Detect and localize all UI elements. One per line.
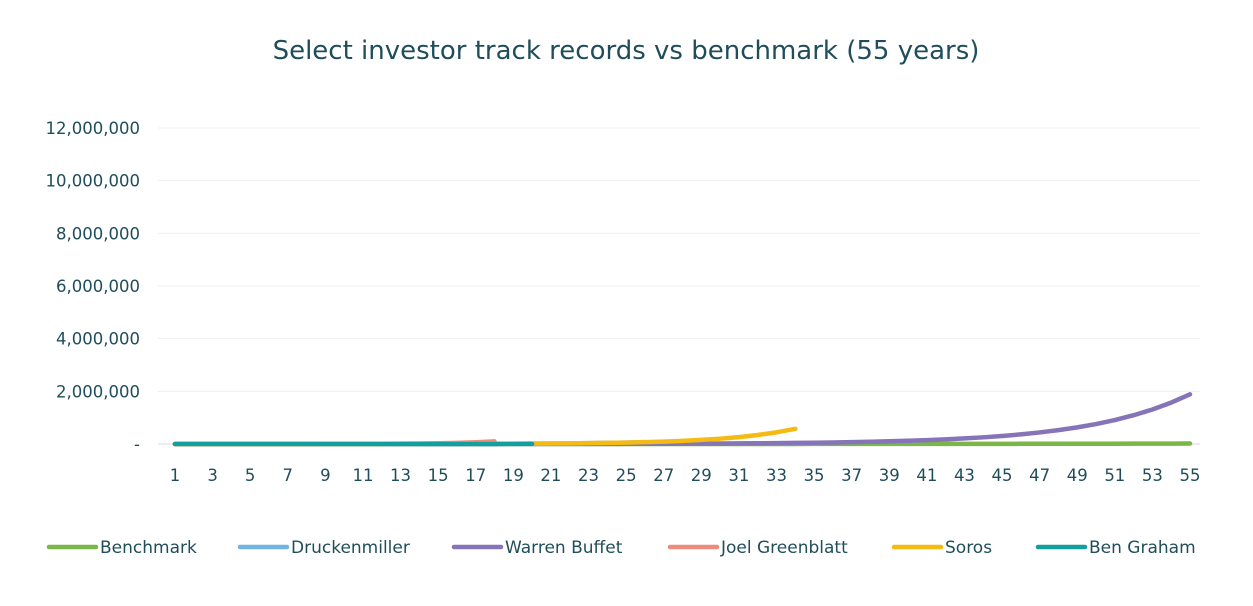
y-tick-label: 2,000,000 (56, 382, 140, 401)
legend-item-ben-graham: Ben Graham (1035, 538, 1196, 558)
x-tick-label: 15 (428, 466, 449, 485)
x-tick-label: 17 (465, 466, 486, 485)
y-tick-label: 6,000,000 (56, 277, 140, 296)
x-tick-label: 29 (691, 466, 712, 485)
x-tick-label: 25 (616, 466, 637, 485)
legend-label: Ben Graham (1089, 538, 1196, 558)
x-tick-label: 53 (1142, 466, 1163, 485)
x-tick-label: 5 (245, 466, 256, 485)
legend-label: Benchmark (100, 538, 197, 558)
y-axis-ticks: - 2,000,000 4,000,000 6,000,000 8,000,000 10,… (46, 119, 141, 454)
gridlines (158, 127, 1200, 392)
x-tick-label: 47 (1029, 466, 1050, 485)
x-tick-label: 55 (1180, 466, 1201, 485)
x-tick-label: 21 (540, 466, 561, 485)
x-tick-label: 19 (503, 466, 524, 485)
legend-item-warren-buffet: Warren Buffet (451, 538, 623, 558)
y-tick-label: 10,000,000 (46, 172, 140, 191)
series-line-warren-buffet (172, 392, 1193, 447)
x-tick-label: 27 (653, 466, 674, 485)
x-tick-label: 45 (992, 466, 1013, 485)
x-tick-label: 7 (283, 466, 294, 485)
legend: Benchmark Druckenmiller Warren Buffet Joel … (46, 538, 1196, 558)
legend-item-druckenmiller: Druckenmiller (237, 538, 410, 558)
legend-item-soros: Soros (891, 538, 992, 558)
series-lines (172, 392, 1193, 447)
legend-label: Warren Buffet (505, 538, 623, 558)
y-tick-label: 4,000,000 (56, 330, 140, 349)
legend-label: Joel Greenblatt (720, 538, 848, 558)
x-tick-label: 11 (352, 466, 373, 485)
x-tick-label: 35 (804, 466, 825, 485)
x-tick-label: 33 (766, 466, 787, 485)
y-tick-label: 8,000,000 (56, 224, 140, 243)
x-tick-label: 23 (578, 466, 599, 485)
x-tick-label: 49 (1067, 466, 1088, 485)
x-tick-label: 37 (841, 466, 862, 485)
y-tick-label: - (134, 435, 140, 454)
x-tick-label: 1 (170, 466, 181, 485)
x-tick-label: 3 (207, 466, 218, 485)
x-tick-label: 31 (728, 466, 749, 485)
legend-item-benchmark: Benchmark (46, 538, 197, 558)
x-tick-label: 9 (320, 466, 331, 485)
x-tick-label: 39 (879, 466, 900, 485)
chart-title: Select investor track records vs benchma… (273, 36, 980, 66)
x-tick-label: 13 (390, 466, 411, 485)
x-tick-label: 41 (916, 466, 937, 485)
legend-label: Soros (945, 538, 992, 558)
legend-item-joel-greenblatt: Joel Greenblatt (667, 538, 848, 558)
x-tick-label: 43 (954, 466, 975, 485)
y-tick-label: 12,000,000 (46, 119, 140, 138)
x-axis-ticks: 1 3 5 7 9 11 13 15 17 19 21 23 25 27 29 31 33 35 37 39 41 43 4… (170, 466, 1201, 485)
legend-label: Druckenmiller (291, 538, 410, 558)
x-tick-label: 51 (1104, 466, 1125, 485)
